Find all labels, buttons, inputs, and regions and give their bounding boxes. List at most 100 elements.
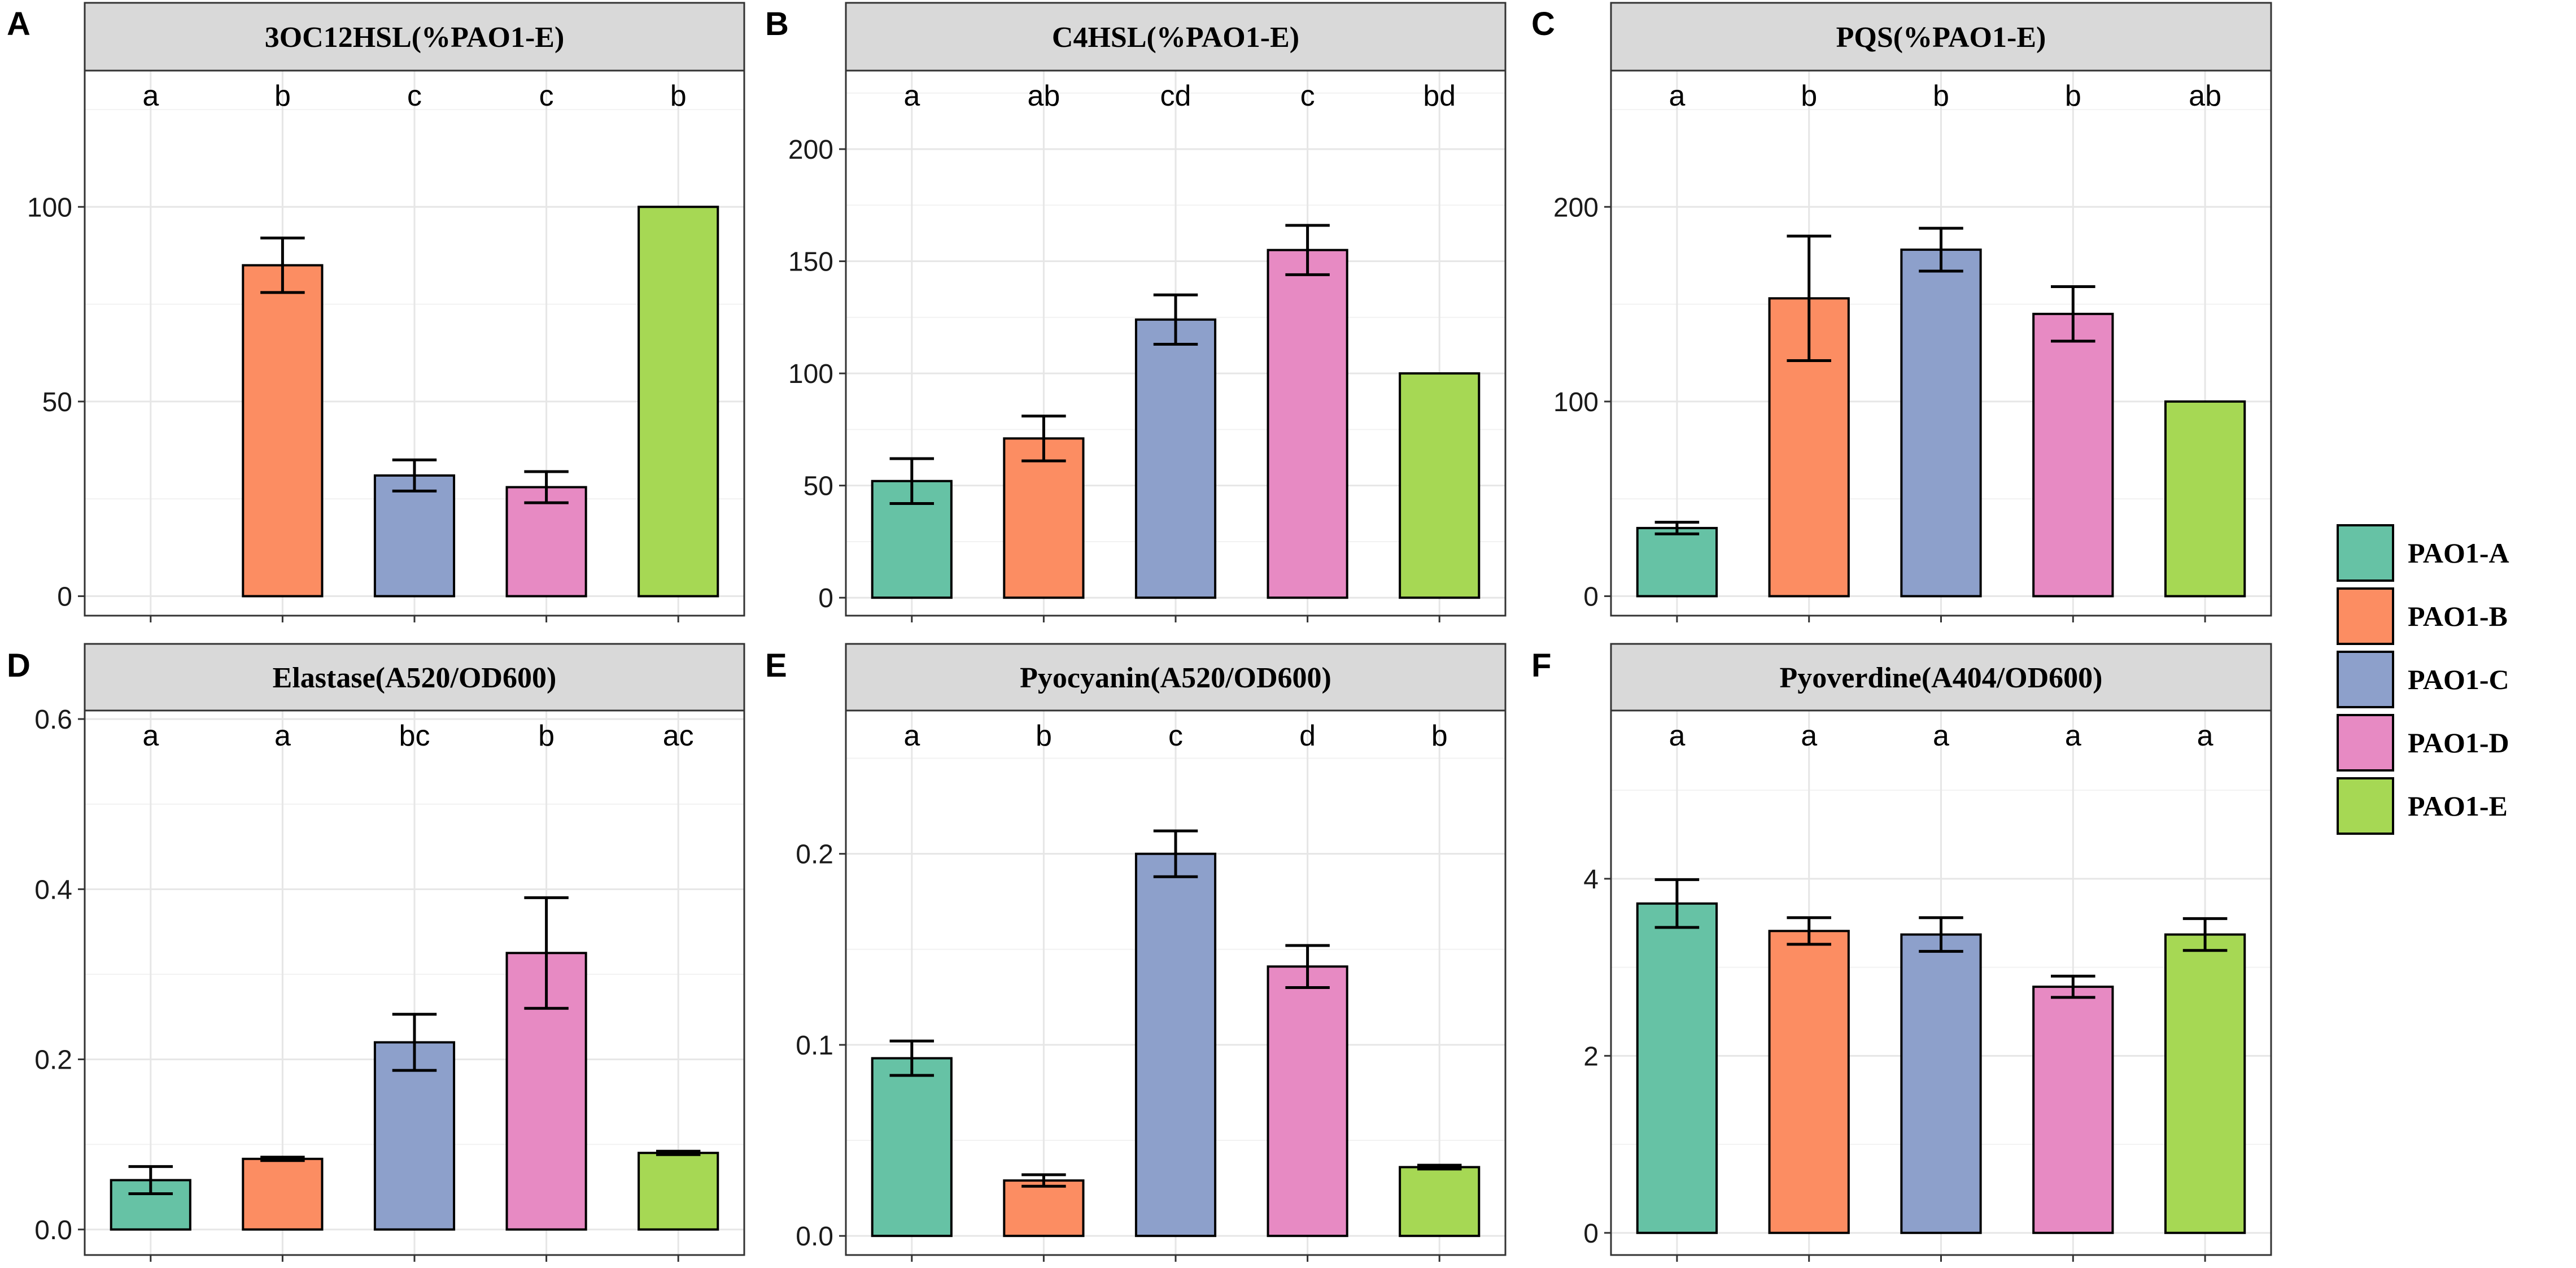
legend-item-pao1-a: PAO1-A: [2337, 524, 2509, 582]
legend-label: PAO1-D: [2408, 727, 2509, 759]
facet-title: C4HSL(%PAO1-E): [1052, 21, 1299, 54]
y-tick-label: 150: [788, 247, 833, 277]
legend-item-pao1-c: PAO1-C: [2337, 651, 2509, 708]
bar-pao1-a: [871, 1057, 953, 1238]
significance-label: a: [1801, 720, 1817, 752]
error-bar: [1021, 415, 1066, 463]
bar-pao1-c: [373, 1041, 456, 1231]
bar-pao1-d: [2032, 986, 2114, 1234]
legend-item-pao1-d: PAO1-D: [2337, 714, 2509, 772]
error-bar: [2182, 917, 2228, 952]
y-tick-label: 100: [1553, 387, 1599, 417]
significance-label: a: [142, 720, 159, 752]
bar-pao1-e: [638, 206, 719, 598]
error-bar: [260, 236, 305, 294]
y-tick-label: 0: [1583, 1219, 1599, 1249]
facet-strip: [1610, 643, 2272, 712]
significance-label: c: [407, 80, 422, 112]
error-bar: [1919, 226, 1963, 273]
significance-label: b: [1933, 80, 1949, 112]
legend-swatch: [2337, 651, 2394, 708]
legend-swatch: [2337, 777, 2394, 835]
bar-pao1-e: [1399, 372, 1481, 599]
significance-label: a: [2197, 720, 2213, 752]
significance-label: ab: [2189, 80, 2221, 112]
error-bar: [392, 1013, 437, 1072]
significance-label: d: [1299, 720, 1316, 752]
y-tick-label: 50: [42, 387, 72, 417]
significance-label: a: [274, 720, 291, 752]
legend-label: PAO1-C: [2408, 664, 2509, 695]
bar-pao1-a: [1636, 526, 1718, 598]
error-bar: [889, 457, 935, 505]
bar-pao1-d: [2032, 312, 2114, 598]
error-bar: [128, 1165, 173, 1196]
significance-label: b: [274, 80, 291, 112]
facet-strip: [845, 643, 1507, 712]
y-tick-label: 0.6: [34, 705, 72, 735]
y-tick-label: 2: [1583, 1042, 1599, 1071]
error-bar: [1919, 916, 1963, 953]
facet-strip: [1610, 2, 2272, 72]
bar-pao1-b: [242, 264, 324, 598]
y-tick-label: 200: [788, 135, 833, 165]
bar-pao1-b: [1003, 437, 1085, 599]
panel-letter: D: [7, 647, 30, 684]
y-tick-label: 0.0: [34, 1215, 72, 1245]
bar-pao1-c: [1900, 249, 1982, 598]
legend-swatch: [2337, 524, 2394, 582]
legend-label: PAO1-E: [2408, 790, 2508, 822]
error-bar: [1787, 916, 1831, 946]
bar-pao1-d: [1267, 965, 1348, 1238]
y-tick-label: 0: [818, 583, 833, 613]
bar-pao1-a: [1636, 902, 1718, 1234]
y-tick-label: 200: [1553, 193, 1599, 223]
bar-pao1-b: [1003, 1179, 1085, 1238]
error-bar: [1654, 521, 1700, 535]
bar-pao1-c: [1134, 852, 1217, 1238]
significance-label: c: [1300, 80, 1315, 112]
bar-pao1-c: [1900, 933, 1982, 1234]
facet-title: Pyoverdine(A404/OD600): [1780, 662, 2103, 694]
bar-pao1-b: [242, 1157, 324, 1231]
significance-label: b: [1036, 720, 1052, 752]
facet-title: 3OC12HSL(%PAO1-E): [265, 21, 565, 54]
y-tick-label: 100: [788, 359, 833, 389]
facet-title: Elastase(A520/OD600): [273, 662, 557, 694]
significance-label: bd: [1423, 80, 1456, 112]
significance-label: a: [1669, 80, 1685, 112]
error-bar: [1153, 829, 1198, 878]
facet-title: PQS(%PAO1-E): [1836, 21, 2046, 54]
panel-a: A 3OC12HSL(%PAO1-E) a b c c b 0 50 100: [7, 2, 745, 622]
panel-letter: C: [1531, 6, 1555, 42]
error-bar: [1787, 234, 1831, 363]
error-bar: [1654, 878, 1700, 929]
y-tick-label: 4: [1583, 865, 1599, 895]
legend: PAO1-A PAO1-B PAO1-C PAO1-D PAO1-E: [2337, 524, 2509, 835]
error-bar: [2051, 974, 2095, 999]
significance-label: a: [903, 720, 920, 752]
y-tick-label: 0.0: [796, 1222, 833, 1252]
facet-title: Pyocyanin(A520/OD600): [1020, 662, 1331, 694]
significance-label: b: [1801, 80, 1817, 112]
y-tick-label: 0.1: [796, 1031, 833, 1061]
legend-item-pao1-b: PAO1-B: [2337, 587, 2508, 645]
significance-label: a: [903, 80, 920, 112]
error-bar: [260, 1156, 305, 1162]
y-tick-label: 0: [1583, 582, 1599, 612]
panel-b: B C4HSL(%PAO1-E) a ab cd c bd 0 50 100 150 200: [765, 2, 1507, 622]
significance-label: c: [539, 80, 554, 112]
error-bar: [1285, 224, 1330, 276]
significance-label: a: [1669, 720, 1685, 752]
panel-letter: A: [7, 6, 30, 42]
facet-strip: [84, 2, 745, 72]
panel-d: D Elastase(A520/OD600) a a bc b ac 0.0 0.2 0.4 0.6: [7, 643, 745, 1262]
significance-label: a: [2065, 720, 2081, 752]
panel-letter: E: [765, 647, 787, 684]
legend-swatch: [2337, 714, 2394, 772]
error-bar: [1417, 1164, 1462, 1171]
error-bar: [524, 896, 569, 1010]
significance-label: ac: [663, 720, 694, 752]
bar-pao1-c: [1134, 318, 1217, 599]
